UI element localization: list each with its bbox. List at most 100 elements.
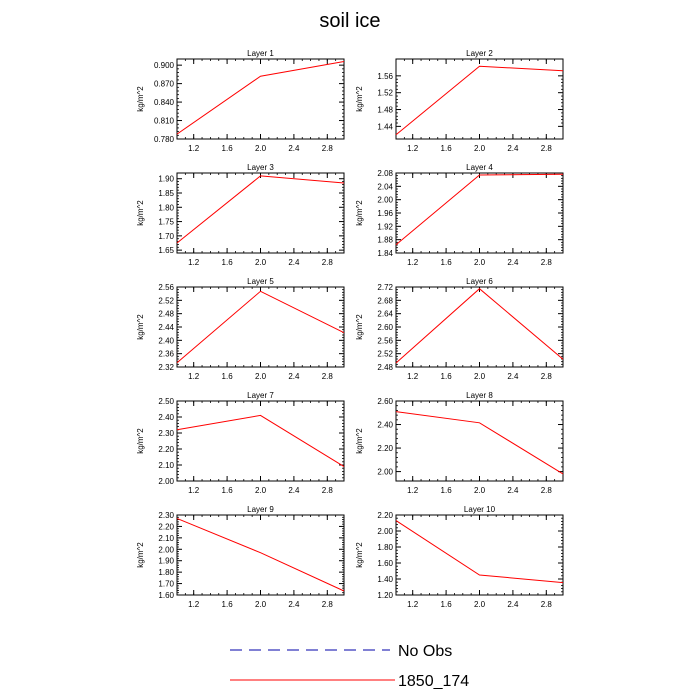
panel-frame bbox=[176, 58, 345, 140]
x-tick-label: 1.6 bbox=[222, 258, 234, 267]
x-tick-label: 1.6 bbox=[222, 600, 234, 609]
y-tick-label: 1.44 bbox=[377, 122, 393, 131]
legend: No Obs 1850_174 bbox=[230, 643, 469, 690]
x-tick-label: 1.2 bbox=[188, 372, 200, 381]
panel-frame bbox=[176, 172, 345, 254]
y-tick-label: 2.64 bbox=[377, 310, 393, 319]
y-tick-label: 1.90 bbox=[158, 175, 174, 184]
series-line-1850-174 bbox=[176, 175, 345, 244]
y-tick-label: 2.60 bbox=[377, 323, 393, 332]
panel-layer-9: Layer 9 1.2 1.6 2.0 2.4 2.8 1.60 1.70 1.80 1.90 2.… bbox=[136, 505, 345, 609]
y-tick-label: 2.10 bbox=[158, 461, 174, 470]
y-axis-label: kg/m^2 bbox=[136, 542, 145, 568]
y-tick-label: 2.20 bbox=[377, 444, 393, 453]
x-tick-label: 1.2 bbox=[407, 372, 419, 381]
y-tick-label: 2.08 bbox=[377, 169, 393, 178]
panel-title: Layer 3 bbox=[247, 163, 274, 172]
x-tick-label: 1.6 bbox=[441, 372, 453, 381]
x-tick-label: 2.0 bbox=[255, 600, 267, 609]
y-tick-label: 1.92 bbox=[377, 222, 393, 231]
y-tick-label: 1.70 bbox=[158, 232, 174, 241]
y-tick-label: 2.48 bbox=[158, 310, 174, 319]
x-tick-label: 2.8 bbox=[541, 144, 553, 153]
y-tick-label: 2.44 bbox=[158, 323, 174, 332]
x-tick-label: 2.8 bbox=[322, 144, 334, 153]
y-axis-label: kg/m^2 bbox=[355, 86, 364, 112]
x-tick-label: 2.0 bbox=[474, 372, 486, 381]
x-tick-label: 1.2 bbox=[188, 258, 200, 267]
x-tick-label: 2.4 bbox=[288, 144, 300, 153]
series-line-1850-174 bbox=[395, 173, 564, 246]
x-tick-label: 1.6 bbox=[222, 486, 234, 495]
x-tick-label: 2.8 bbox=[541, 486, 553, 495]
x-tick-label: 1.2 bbox=[407, 486, 419, 495]
y-tick-label: 1.75 bbox=[158, 218, 174, 227]
y-tick-label: 2.60 bbox=[377, 397, 393, 406]
panel-frame bbox=[176, 514, 345, 596]
panel-layer-2: Layer 2 1.2 1.6 2.0 2.4 2.8 1.44 1.48 1.52 1.56 kg… bbox=[355, 49, 564, 153]
panel-grid: Layer 1 1.2 1.6 2.0 2.4 2.8 0.780 0.810 0.840 0.8… bbox=[136, 49, 564, 609]
x-tick-label: 2.0 bbox=[255, 372, 267, 381]
y-tick-label: 1.96 bbox=[377, 209, 393, 218]
panel-layer-3: Layer 3 1.2 1.6 2.0 2.4 2.8 1.65 1.70 1.75 1.80 1.… bbox=[136, 163, 345, 267]
series-line-1850-174 bbox=[395, 411, 564, 475]
y-tick-label: 1.48 bbox=[377, 106, 393, 115]
panel-layer-6: Layer 6 1.2 1.6 2.0 2.4 2.8 2.48 2.52 2.56 2.60 2.… bbox=[355, 277, 564, 381]
panel-title: Layer 5 bbox=[247, 277, 274, 286]
x-tick-label: 2.4 bbox=[507, 144, 519, 153]
y-tick-label: 0.870 bbox=[154, 80, 175, 89]
x-tick-label: 2.0 bbox=[255, 258, 267, 267]
y-tick-label: 1.60 bbox=[377, 559, 393, 568]
y-tick-label: 2.00 bbox=[377, 527, 393, 536]
y-axis-label: kg/m^2 bbox=[355, 542, 364, 568]
x-tick-label: 2.8 bbox=[322, 600, 334, 609]
series-line-1850-174 bbox=[395, 520, 564, 584]
panel-layer-5: Layer 5 1.2 1.6 2.0 2.4 2.8 2.32 2.36 2.40 2.44 2.… bbox=[136, 277, 345, 381]
y-tick-label: 0.840 bbox=[154, 98, 175, 107]
panel-title: Layer 4 bbox=[466, 163, 493, 172]
panel-title: Layer 7 bbox=[247, 391, 274, 400]
x-tick-label: 1.6 bbox=[222, 144, 234, 153]
y-tick-label: 2.48 bbox=[377, 363, 393, 372]
panel-frame bbox=[395, 514, 564, 596]
y-tick-label: 0.780 bbox=[154, 135, 175, 144]
y-tick-label: 1.80 bbox=[158, 568, 174, 577]
panel-title: Layer 2 bbox=[466, 49, 493, 58]
x-tick-label: 2.8 bbox=[541, 372, 553, 381]
y-tick-label: 2.52 bbox=[158, 296, 174, 305]
y-tick-label: 2.40 bbox=[158, 336, 174, 345]
y-tick-label: 2.20 bbox=[377, 511, 393, 520]
x-tick-label: 2.4 bbox=[507, 372, 519, 381]
panel-frame bbox=[395, 58, 564, 140]
x-tick-label: 2.4 bbox=[288, 372, 300, 381]
y-tick-label: 2.32 bbox=[158, 363, 174, 372]
panel-frame bbox=[395, 400, 564, 482]
y-tick-label: 2.40 bbox=[377, 421, 393, 430]
x-tick-label: 1.2 bbox=[188, 486, 200, 495]
panel-layer-7: Layer 7 1.2 1.6 2.0 2.4 2.8 2.00 2.10 2.20 2.30 2.… bbox=[136, 391, 345, 495]
y-tick-label: 2.30 bbox=[158, 511, 174, 520]
y-tick-label: 1.56 bbox=[377, 72, 393, 81]
legend-label-no-obs: No Obs bbox=[398, 643, 452, 660]
y-tick-label: 2.52 bbox=[377, 350, 393, 359]
y-tick-label: 2.04 bbox=[377, 182, 393, 191]
y-tick-label: 1.80 bbox=[377, 543, 393, 552]
y-tick-label: 2.68 bbox=[377, 296, 393, 305]
x-tick-label: 2.0 bbox=[474, 600, 486, 609]
y-axis-label: kg/m^2 bbox=[355, 428, 364, 454]
x-tick-label: 2.0 bbox=[255, 486, 267, 495]
y-tick-label: 2.56 bbox=[377, 336, 393, 345]
x-tick-label: 2.4 bbox=[507, 600, 519, 609]
y-tick-label: 2.20 bbox=[158, 522, 174, 531]
x-tick-label: 2.0 bbox=[474, 486, 486, 495]
y-tick-label: 1.80 bbox=[158, 203, 174, 212]
x-tick-label: 2.4 bbox=[507, 486, 519, 495]
y-tick-label: 2.72 bbox=[377, 283, 393, 292]
y-tick-label: 2.00 bbox=[158, 477, 174, 486]
x-tick-label: 2.8 bbox=[541, 600, 553, 609]
y-tick-label: 1.20 bbox=[377, 591, 393, 600]
x-tick-label: 2.8 bbox=[322, 372, 334, 381]
panel-title: Layer 10 bbox=[464, 505, 496, 514]
panel-frame bbox=[176, 286, 345, 368]
